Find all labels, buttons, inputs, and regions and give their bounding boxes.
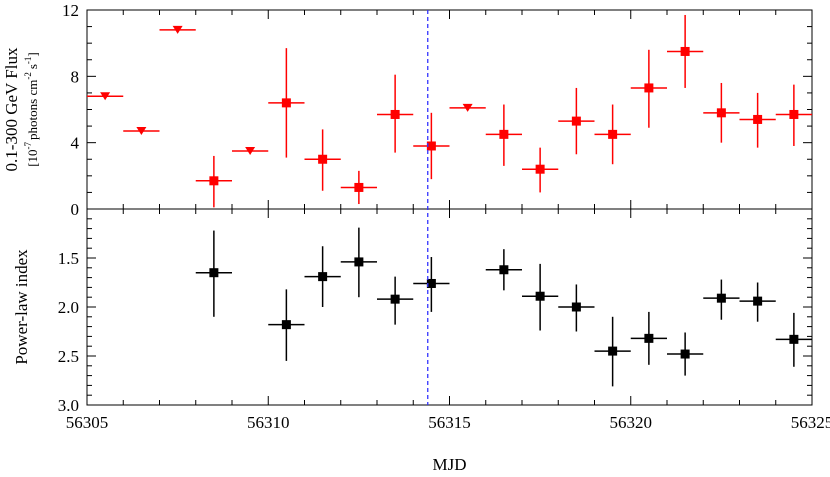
flux-y-tick-label: 4: [71, 134, 80, 153]
index-point: [608, 346, 618, 356]
index-panel-frame: [86, 208, 813, 406]
x-tick-label: 56325: [791, 413, 830, 432]
index-series: [195, 227, 812, 387]
units-exp1: -7: [23, 141, 33, 149]
flux-point: [753, 114, 763, 124]
flux-upper-limit-marker: [172, 25, 183, 34]
units-s: s: [25, 64, 40, 69]
flux-y-units: [10-7photons cm-2 s-1]: [23, 52, 40, 167]
index-point: [535, 291, 545, 301]
index-y-tick-label: 3.0: [58, 396, 79, 415]
flux-y-tick-label: 12: [62, 1, 79, 20]
index-point: [390, 294, 400, 304]
index-point: [354, 257, 364, 267]
units-suffix: ]: [25, 52, 40, 56]
flux-point: [209, 176, 219, 186]
x-tick-labels: 56305 56310 56315 56320 56325: [66, 413, 830, 432]
flux-point: [499, 129, 509, 139]
index-y-tick-label: 2.5: [58, 347, 79, 366]
index-point: [644, 333, 654, 343]
units-exp3: -1: [23, 57, 33, 65]
flux-y-label: 0.1-300 GeV Flux: [2, 47, 21, 171]
index-point: [281, 320, 291, 330]
x-tick-label: 56320: [610, 413, 653, 432]
flux-point: [716, 108, 726, 118]
x-tick-label: 56315: [428, 413, 471, 432]
index-point: [753, 296, 763, 306]
flux-panel-frame: [86, 9, 813, 210]
flux-point: [571, 116, 581, 126]
units-prefix: [10: [25, 149, 40, 166]
index-point: [716, 293, 726, 303]
index-point: [571, 302, 581, 312]
index-y-ticks: 1.5 2.0 2.5 3.0: [58, 208, 812, 415]
x-tick-label: 56310: [247, 413, 290, 432]
index-point: [499, 265, 509, 275]
index-point: [209, 268, 219, 278]
flux-point: [680, 46, 690, 56]
flux-point: [281, 98, 291, 108]
flux-point: [390, 109, 400, 119]
flux-point: [354, 182, 364, 192]
index-y-label: Power-law index: [12, 249, 31, 365]
x-axis-label: MJD: [432, 455, 466, 474]
flux-upper-limit-marker: [100, 92, 111, 101]
flux-upper-limit-marker: [462, 103, 473, 112]
flux-point: [318, 154, 328, 164]
index-point: [789, 334, 799, 344]
flux-point: [789, 109, 799, 119]
flux-y-ticks: 0 4 8 12: [62, 1, 812, 219]
flux-series: [87, 14, 812, 208]
units-exp2: -2: [23, 72, 33, 80]
flux-y-tick-label: 8: [71, 67, 80, 86]
flux-point: [608, 129, 618, 139]
index-panel: 1.5 2.0 2.5 3.0 Power-law index: [12, 208, 813, 415]
index-point: [318, 272, 328, 282]
x-tick-label: 56305: [66, 413, 109, 432]
flux-upper-limit-marker: [136, 127, 147, 136]
index-point: [680, 349, 690, 359]
flux-panel: 0 4 8 12 0.1-300 GeV Flux [10-7photons cm-2…: [2, 1, 813, 219]
index-y-tick-label: 1.5: [58, 249, 79, 268]
flux-point: [426, 141, 436, 151]
index-x-ticks: [86, 209, 813, 405]
flux-point: [535, 164, 545, 174]
index-y-tick-label: 2.0: [58, 298, 79, 317]
flux-point: [644, 83, 654, 93]
flux-upper-limit-marker: [245, 146, 256, 155]
flux-y-tick-label: 0: [71, 200, 80, 219]
index-point: [426, 278, 436, 288]
units-mid: photons cm: [25, 80, 40, 140]
flux-x-ticks: [86, 10, 813, 209]
